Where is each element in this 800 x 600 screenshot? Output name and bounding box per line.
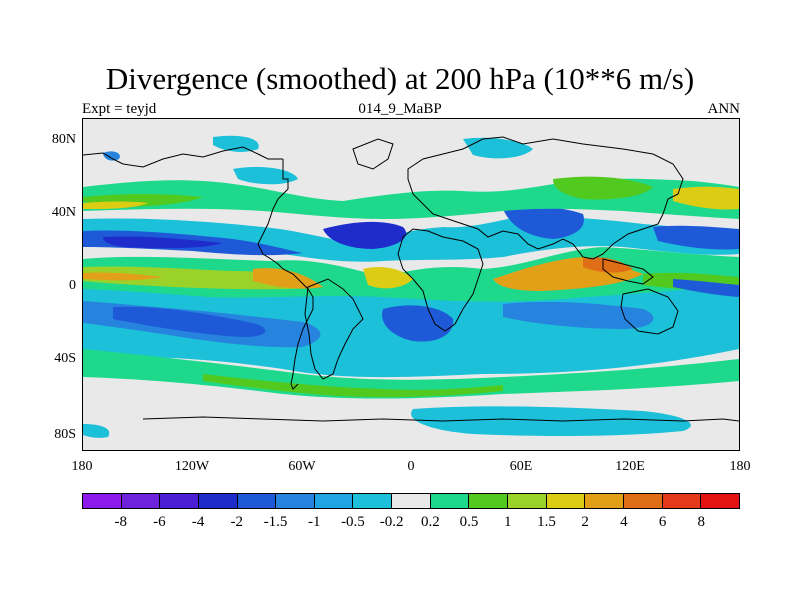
contour-negative-arctic-small (103, 151, 120, 161)
plot-title: Divergence (smoothed) at 200 hPa (10**6 … (105, 61, 695, 96)
colorbar-label: 8 (697, 514, 706, 530)
colorbar-label: -1 (307, 514, 321, 530)
contour-positive-asia (553, 176, 653, 200)
contour-negative-pacific-east (673, 279, 739, 297)
colorbar-swatch (121, 494, 161, 508)
colorbar (82, 493, 740, 509)
contour-positive-north-yellow (83, 201, 148, 209)
colorbar-swatch (662, 494, 702, 508)
colorbar-label: -2 (230, 514, 244, 530)
contour-positive-africa (363, 267, 413, 289)
coastline-greenland (352, 138, 394, 170)
colorbar-swatch (585, 494, 624, 508)
contour-negative-far-south (411, 406, 691, 436)
colorbar-swatch (508, 494, 547, 508)
lon-tick-label: 120E (615, 459, 645, 474)
colorbar-swatch (546, 494, 586, 508)
colorbar-swatch (83, 494, 122, 508)
colorbar-swatch (276, 494, 315, 508)
colorbar-swatch (237, 494, 277, 508)
lon-tick-label: 180 (729, 459, 751, 474)
contour-negative-south-strong (113, 306, 266, 337)
contour-negative-north-america (233, 167, 298, 185)
contour-positive-pacific-ne (673, 186, 739, 210)
contour-negative-far-south-left (83, 424, 110, 438)
contour-negative-sa-core (382, 305, 454, 342)
colorbar-label: 0.5 (459, 514, 479, 530)
colorbar-label: -8 (114, 514, 127, 530)
contour-negative-north-strong (103, 236, 223, 249)
coastlines (83, 136, 739, 422)
coastline-north-west (83, 146, 283, 168)
lat-tick-label: 40S (54, 351, 76, 366)
coastline-antarctica (142, 416, 739, 422)
colorbar-label: 4 (620, 514, 628, 530)
colorbar-label: -0.2 (379, 514, 404, 530)
coastline-south-america (304, 278, 364, 380)
coastline-africa (397, 228, 484, 332)
experiment-label: Expt = teyjd (82, 101, 157, 117)
lon-tick-label: 0 (407, 459, 415, 474)
lat-tick-label: 0 (69, 278, 76, 293)
colorbar-label: 1 (504, 514, 512, 530)
contour-negative-atlantic (323, 221, 407, 249)
coastline-eurasia (407, 136, 684, 260)
lon-tick-label: 120W (174, 459, 210, 474)
colorbar-swatch (314, 494, 354, 508)
contour-negative-arctic (213, 135, 259, 152)
colorbar-label: 1.5 (537, 514, 556, 530)
colorbar-label: 2 (581, 514, 589, 530)
colorbar-label: 6 (658, 514, 667, 530)
colorbar-label: -1.5 (263, 514, 288, 530)
lon-tick-label: 60W (288, 459, 316, 474)
lat-tick-label: 80S (54, 427, 76, 442)
colorbar-swatch (469, 494, 509, 508)
colorbar-swatch (160, 494, 199, 508)
map-panel (82, 118, 740, 451)
contour-negative-eq-west (83, 289, 373, 329)
contour-positive-sa-orange (253, 268, 323, 289)
divergence-field (83, 135, 739, 438)
colorbar-swatch (701, 494, 739, 508)
colorbar-label: -0.5 (341, 514, 365, 530)
lon-tick-label: 60E (509, 459, 533, 474)
colorbar-label: 0.2 (420, 514, 440, 530)
colorbar-swatch (430, 494, 470, 508)
colorbar-swatch (623, 494, 663, 508)
colorbar-swatch (198, 494, 238, 508)
colorbar-label: -4 (191, 514, 205, 530)
case-label: 014_9_MaBP (358, 101, 442, 117)
contour-negative-eurasia (503, 206, 584, 239)
contour-positive-maritime (583, 257, 633, 273)
season-label: ANN (707, 101, 741, 117)
colorbar-swatch (392, 494, 431, 508)
contour-negative-siberia (463, 137, 533, 159)
contour-positive-south-band-inner (203, 374, 503, 398)
contour-negative-pacific-north (653, 225, 739, 250)
lat-tick-label: 80N (51, 132, 76, 147)
colorbar-label: -6 (153, 514, 166, 530)
coastline-australia (620, 288, 679, 335)
contour-positive-tropics-orange-west (83, 272, 163, 281)
lon-tick-label: 180 (71, 459, 93, 474)
coastline-north-america (257, 159, 314, 390)
colorbar-swatch (353, 494, 393, 508)
coastline-maritime (602, 258, 654, 285)
lat-tick-label: 40N (51, 205, 76, 220)
contour-negative-indian (503, 301, 654, 329)
